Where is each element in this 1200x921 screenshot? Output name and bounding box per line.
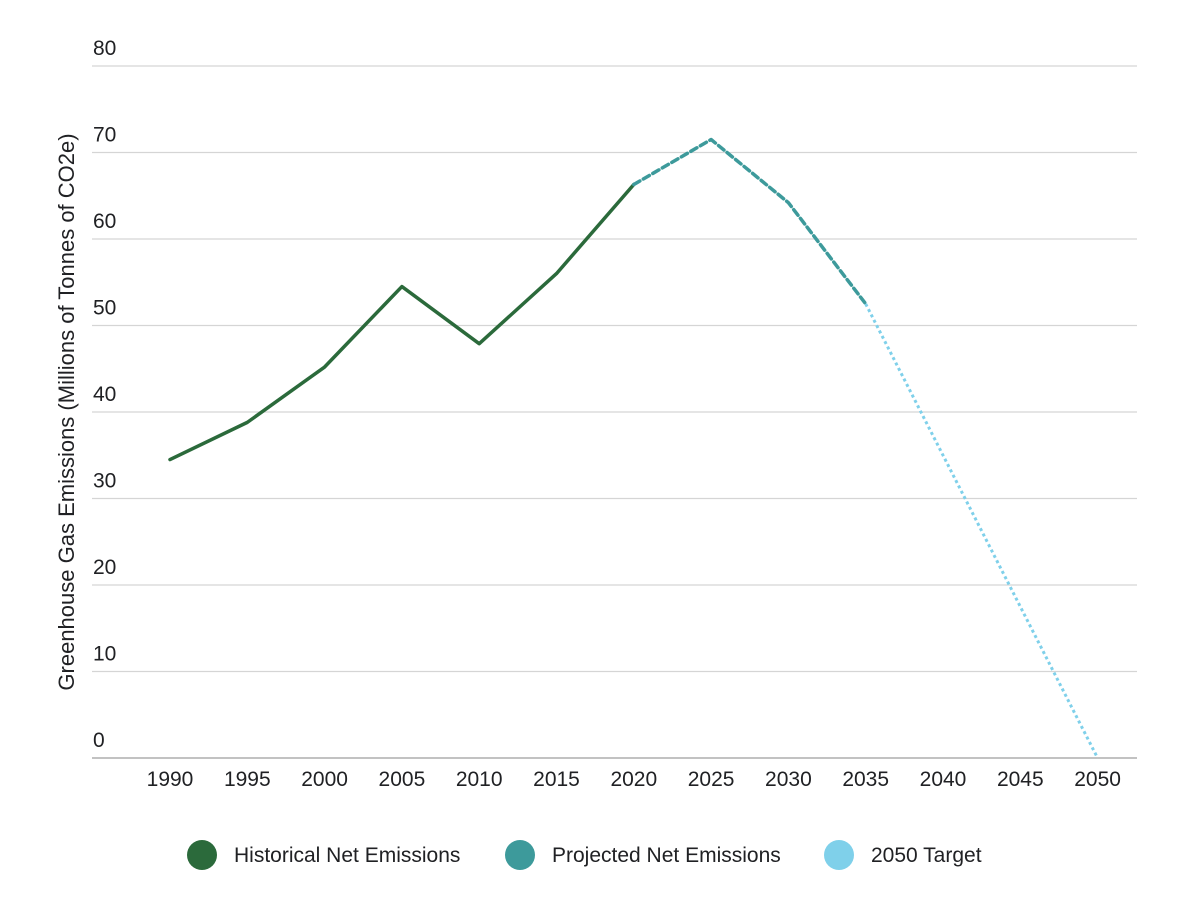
y-tick-label: 60 — [93, 210, 116, 233]
x-tick-label: 1990 — [147, 768, 194, 791]
x-tick-label: 2040 — [920, 768, 967, 791]
x-tick-label: 2035 — [842, 768, 889, 791]
legend-label: Projected Net Emissions — [552, 844, 781, 867]
y-tick-label: 20 — [93, 556, 116, 579]
x-tick-label: 2045 — [997, 768, 1044, 791]
legend-label: Historical Net Emissions — [234, 844, 460, 867]
y-tick-label: 0 — [93, 729, 105, 752]
series-line — [170, 185, 634, 460]
series-historical-net-emissions — [170, 184, 634, 459]
legend-swatch — [187, 840, 217, 870]
y-axis-ticks: 0 10 20 30 40 50 60 70 80 — [93, 37, 116, 752]
y-tick-label: 30 — [93, 470, 116, 493]
x-tick-label: 2025 — [688, 768, 735, 791]
legend-swatch — [824, 840, 854, 870]
legend-item: 2050 Target — [824, 840, 982, 870]
x-tick-label: 2005 — [379, 768, 426, 791]
y-tick-label: 40 — [93, 383, 116, 406]
legend-item: Projected Net Emissions — [505, 840, 781, 870]
legend-swatch — [505, 840, 535, 870]
series-line — [866, 304, 1098, 758]
x-tick-label: 2000 — [301, 768, 348, 791]
series-lines — [170, 139, 1098, 758]
legend-item: Historical Net Emissions — [187, 840, 460, 870]
x-tick-label: 2015 — [533, 768, 580, 791]
gridlines — [92, 66, 1137, 758]
x-tick-label: 2020 — [610, 768, 657, 791]
series-2050-target — [866, 304, 1098, 758]
series-projected-net-emissions — [634, 139, 866, 304]
y-axis-title: Greenhouse Gas Emissions (Millions of To… — [54, 133, 79, 690]
x-tick-label: 2010 — [456, 768, 503, 791]
y-tick-label: 80 — [93, 37, 116, 60]
y-tick-label: 70 — [93, 124, 116, 147]
x-axis-ticks: 1990 1995 2000 2005 2010 2015 2020 2025 2030 2035… — [147, 768, 1121, 791]
x-tick-label: 2050 — [1074, 768, 1121, 791]
y-tick-label: 10 — [93, 643, 116, 666]
x-tick-label: 2030 — [765, 768, 812, 791]
legend-label: 2050 Target — [871, 844, 982, 867]
x-tick-label: 1995 — [224, 768, 271, 791]
series-line — [634, 140, 866, 304]
legend: Historical Net Emissions Projected Net Em… — [187, 840, 982, 870]
y-tick-label: 50 — [93, 297, 116, 320]
